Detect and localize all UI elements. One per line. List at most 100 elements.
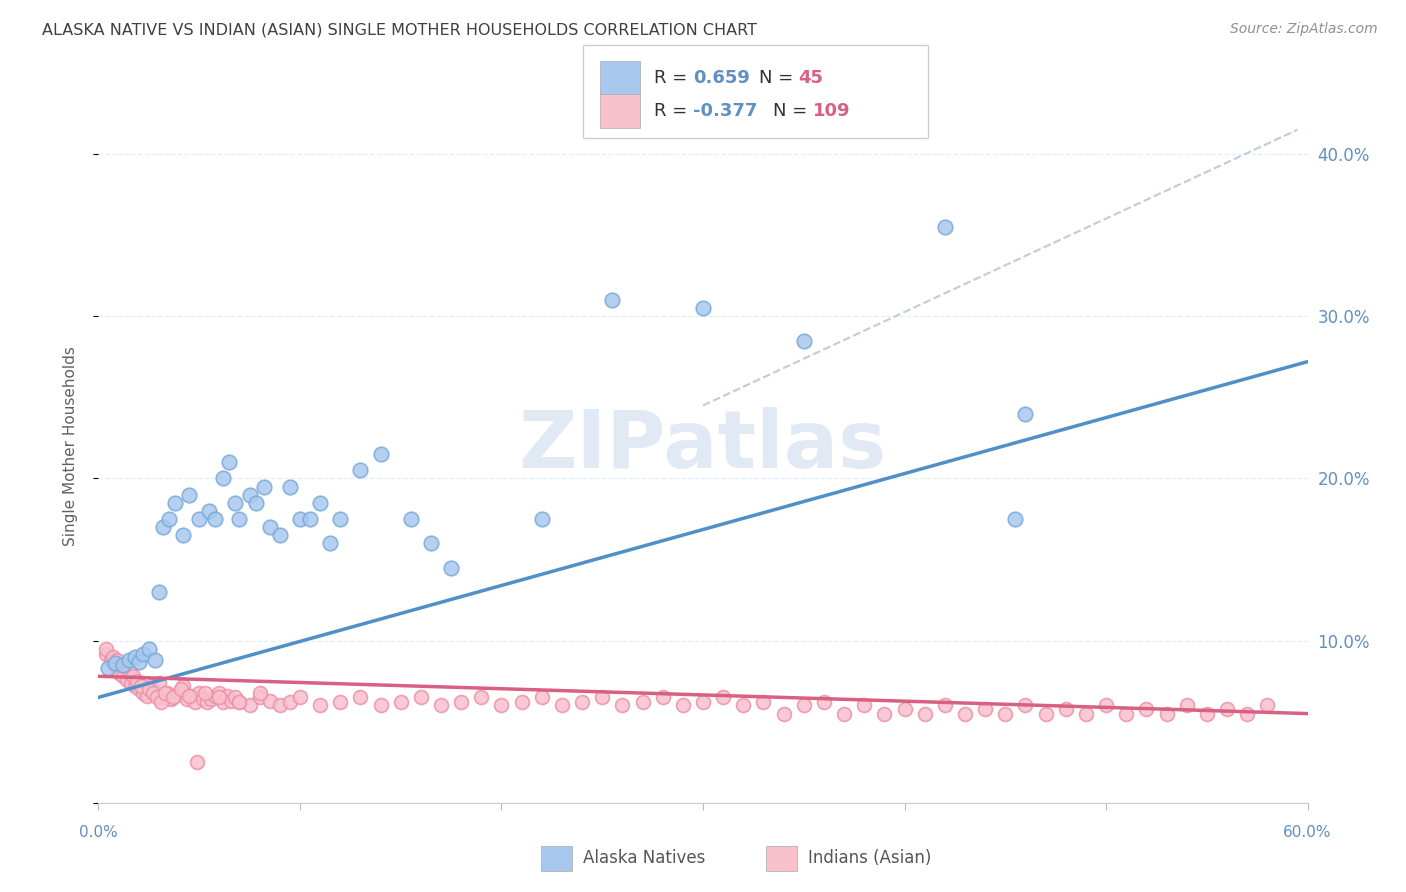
Point xyxy=(135,689,157,703)
Point xyxy=(430,698,453,713)
Point xyxy=(914,706,936,721)
Point xyxy=(228,695,250,709)
Point xyxy=(198,504,221,518)
Text: 45: 45 xyxy=(799,69,824,87)
Point xyxy=(399,512,422,526)
Point xyxy=(309,496,332,510)
Point xyxy=(259,693,281,707)
Point xyxy=(239,698,262,713)
Point xyxy=(170,682,193,697)
Point xyxy=(409,690,432,705)
Point xyxy=(100,653,122,667)
Text: R =: R = xyxy=(654,102,693,120)
Point xyxy=(309,698,332,713)
Point xyxy=(551,698,574,713)
Point xyxy=(672,698,695,713)
Point xyxy=(153,685,176,699)
Point xyxy=(1054,702,1077,716)
Point xyxy=(510,695,533,709)
Point xyxy=(278,479,301,493)
Point xyxy=(934,698,956,713)
Point xyxy=(120,675,142,690)
Point xyxy=(157,512,180,526)
Text: N =: N = xyxy=(773,102,813,120)
Point xyxy=(142,685,165,699)
Y-axis label: Single Mother Households: Single Mother Households xyxy=(63,346,77,546)
Point xyxy=(186,756,208,770)
Point xyxy=(994,706,1017,721)
Point xyxy=(105,653,128,667)
Text: Source: ZipAtlas.com: Source: ZipAtlas.com xyxy=(1230,22,1378,37)
Point xyxy=(253,479,276,493)
Point xyxy=(156,685,179,699)
Text: 109: 109 xyxy=(813,102,851,120)
Point xyxy=(208,690,231,705)
Point xyxy=(179,488,201,502)
Point xyxy=(118,663,141,677)
Point xyxy=(813,695,835,709)
Point xyxy=(269,698,291,713)
Point xyxy=(1035,706,1057,721)
Point xyxy=(853,698,876,713)
Text: Alaska Natives: Alaska Natives xyxy=(583,849,706,867)
Point xyxy=(228,512,250,526)
Point xyxy=(349,463,371,477)
Point xyxy=(1256,698,1278,713)
Point xyxy=(711,690,734,705)
Text: ALASKA NATIVE VS INDIAN (ASIAN) SINGLE MOTHER HOUSEHOLDS CORRELATION CHART: ALASKA NATIVE VS INDIAN (ASIAN) SINGLE M… xyxy=(42,22,758,37)
Point xyxy=(692,695,714,709)
Point xyxy=(1236,706,1258,721)
Point xyxy=(278,695,301,709)
Point xyxy=(733,698,755,713)
Point xyxy=(221,693,243,707)
Point xyxy=(121,669,143,683)
Point xyxy=(1156,706,1178,721)
Point xyxy=(329,512,352,526)
Point xyxy=(612,698,634,713)
Point xyxy=(934,220,956,235)
Point xyxy=(651,690,673,705)
Point xyxy=(160,692,183,706)
Point xyxy=(132,647,155,661)
Point xyxy=(349,690,371,705)
Point xyxy=(370,698,392,713)
Point xyxy=(793,698,815,713)
Point xyxy=(1175,698,1198,713)
Point xyxy=(224,496,246,510)
Point xyxy=(228,695,250,709)
Point xyxy=(163,496,186,510)
Point xyxy=(188,512,211,526)
Point xyxy=(224,690,246,705)
Point xyxy=(146,690,169,705)
Point xyxy=(873,706,896,721)
Point xyxy=(217,689,239,703)
Point xyxy=(370,447,392,461)
Point xyxy=(974,702,997,716)
Point xyxy=(259,520,281,534)
Point xyxy=(450,695,472,709)
Point xyxy=(103,657,125,671)
Point xyxy=(953,706,976,721)
Point xyxy=(288,690,311,705)
Point xyxy=(143,685,166,699)
Point xyxy=(591,690,613,705)
Point xyxy=(212,695,235,709)
Text: ZIPatlas: ZIPatlas xyxy=(519,407,887,485)
Point xyxy=(319,536,342,550)
Point xyxy=(176,692,198,706)
Point xyxy=(132,685,155,699)
Point xyxy=(143,653,166,667)
Point xyxy=(194,685,217,699)
Point xyxy=(152,520,174,534)
Point xyxy=(184,695,207,709)
Point xyxy=(1115,706,1137,721)
Point xyxy=(172,679,194,693)
Point xyxy=(149,695,172,709)
Point xyxy=(389,695,412,709)
Point xyxy=(212,471,235,485)
Point xyxy=(249,690,271,705)
Point xyxy=(1014,698,1036,713)
Point xyxy=(288,512,311,526)
Point xyxy=(101,649,124,664)
Point xyxy=(148,585,170,599)
